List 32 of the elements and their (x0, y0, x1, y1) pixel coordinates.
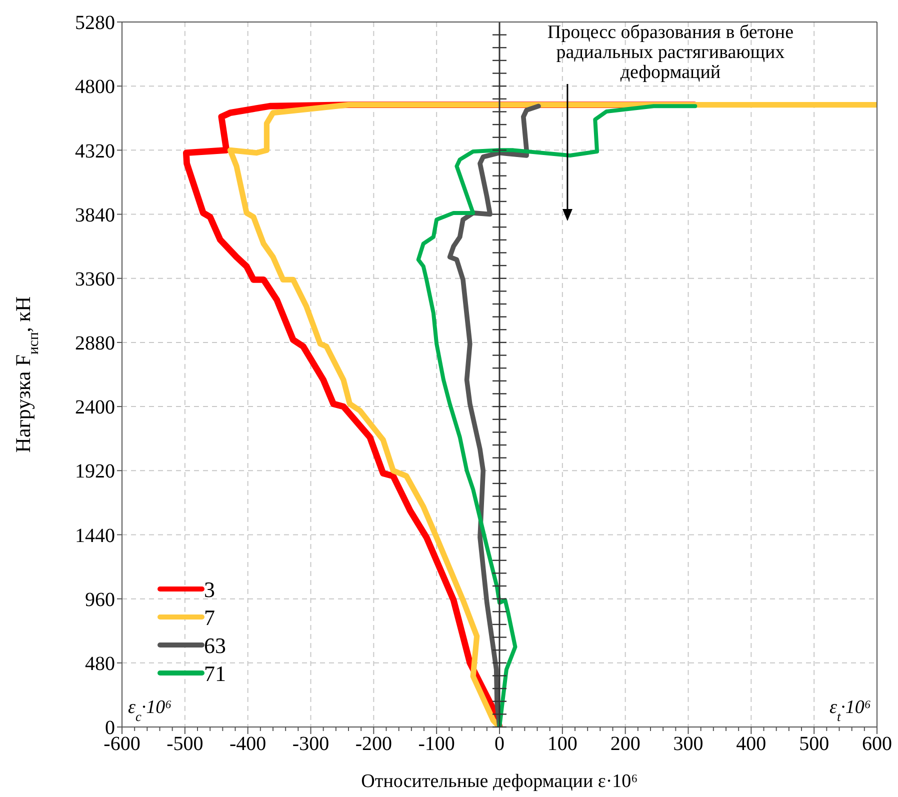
x-tick-label: -100 (418, 733, 455, 756)
y-tick-label: 1920 (75, 460, 115, 483)
x-tick-label: 100 (547, 733, 578, 756)
annotation: ε$_{t}$·10⁶ (829, 697, 871, 724)
y-tick-label: 960 (85, 588, 115, 611)
y-tick-label: 3360 (75, 268, 115, 290)
y-tick-label: 1440 (75, 524, 115, 547)
x-tick-label: 600 (862, 733, 892, 756)
y-tick-label: 2880 (75, 332, 115, 355)
x-axis-title: Относительные деформации ε·10⁶ (361, 771, 638, 792)
x-tick-label: 500 (799, 733, 830, 756)
x-tick-label: 300 (673, 733, 704, 756)
legend-label: 63 (204, 633, 226, 658)
annotation: Процесс образования в бетоне радиальных растягивающих деформаций (547, 22, 794, 83)
y-tick-label: 4320 (75, 140, 115, 162)
y-tick-label: 480 (85, 653, 115, 676)
y-tick-label: 4800 (75, 76, 115, 98)
annotation: ε$_{c}$·10⁶ (128, 697, 172, 724)
x-tick-label: -300 (292, 733, 330, 756)
x-tick-label: 0 (494, 733, 504, 756)
y-tick-label: 5280 (75, 12, 115, 34)
y-tick-label: 3840 (75, 204, 115, 226)
y-tick-label: 2400 (75, 396, 115, 419)
x-tick-label: 400 (736, 733, 766, 756)
x-tick-label: -200 (355, 733, 392, 756)
x-tick-label: -400 (229, 733, 266, 756)
legend-label: 7 (204, 605, 215, 630)
x-tick-label: 200 (610, 733, 640, 756)
x-tick-label: -600 (104, 733, 140, 756)
legend-label: 3 (204, 577, 215, 602)
legend-label: 71 (204, 661, 226, 686)
x-tick-label: -500 (166, 733, 204, 756)
